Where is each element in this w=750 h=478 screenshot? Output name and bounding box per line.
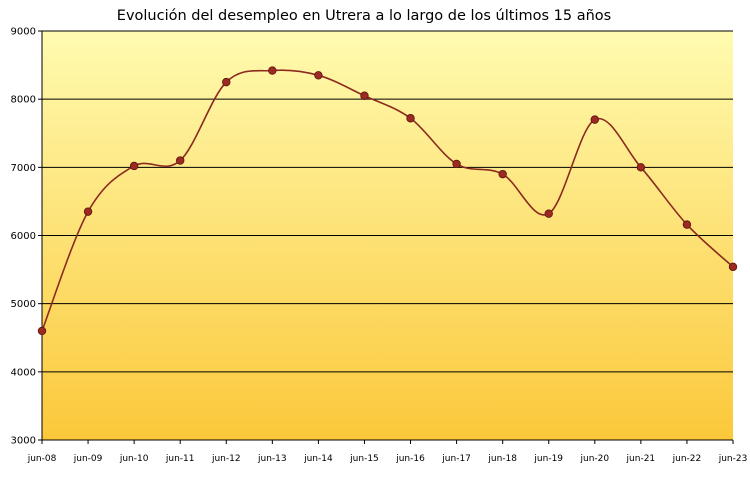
y-axis-ticks: 3000 4000 5000 6000 7000 8000 9000 [11,27,42,447]
x-tick-label: jun-16 [395,454,425,464]
x-tick-label: jun-09 [73,454,103,464]
x-tick-label: jun-23 [718,454,748,464]
x-tick-label: jun-13 [257,454,287,464]
data-point-jun-11 [175,156,185,165]
y-tick-label: 7000 [11,163,36,174]
markers [37,66,738,336]
x-tick-label: jun-18 [487,454,517,464]
x-tick-label: jun-20 [579,454,609,464]
data-point-jun-18 [498,169,507,179]
data-point-jun-16 [406,114,415,123]
x-axis-ticks: jun-08 jun-09 jun-10 jun-11 jun-12 jun-13 jun-… [27,440,748,464]
data-point-jun-13 [268,66,277,75]
data-point-jun-10 [129,161,139,171]
data-point-jun-14 [314,71,323,80]
data-point-jun-17 [452,159,461,169]
y-tick-label: 8000 [11,95,36,106]
y-tick-label: 4000 [11,367,36,378]
x-tick-label: jun-17 [441,454,471,464]
y-tick-label: 6000 [11,231,36,242]
data-point-jun-09 [83,207,93,216]
x-tick-label: jun-22 [672,454,702,464]
data-point-jun-19 [544,209,553,218]
data-point-jun-22 [682,220,692,229]
x-tick-label: jun-15 [349,454,379,464]
x-tick-label: jun-14 [303,454,333,464]
series-layer [41,69,734,332]
data-point-jun-12 [222,77,231,87]
data-point-jun-08 [37,326,47,336]
x-tick-label: jun-10 [119,454,149,464]
data-point-jun-15 [360,91,369,100]
y-tick-label: 9000 [11,27,36,38]
y-tick-label: 3000 [11,436,36,447]
chart-title: Evolución del desempleo en Utrera a lo l… [117,8,611,24]
x-tick-label: jun-08 [27,454,57,464]
x-tick-label: jun-11 [165,454,195,464]
series-line-desempleo [41,69,734,332]
x-tick-label: jun-19 [533,454,563,464]
data-point-jun-21 [636,163,646,172]
x-tick-label: jun-12 [211,454,241,464]
x-tick-label: jun-21 [626,454,656,464]
data-point-jun-23 [728,262,738,272]
y-tick-label: 5000 [11,299,36,310]
data-point-jun-20 [590,115,599,124]
